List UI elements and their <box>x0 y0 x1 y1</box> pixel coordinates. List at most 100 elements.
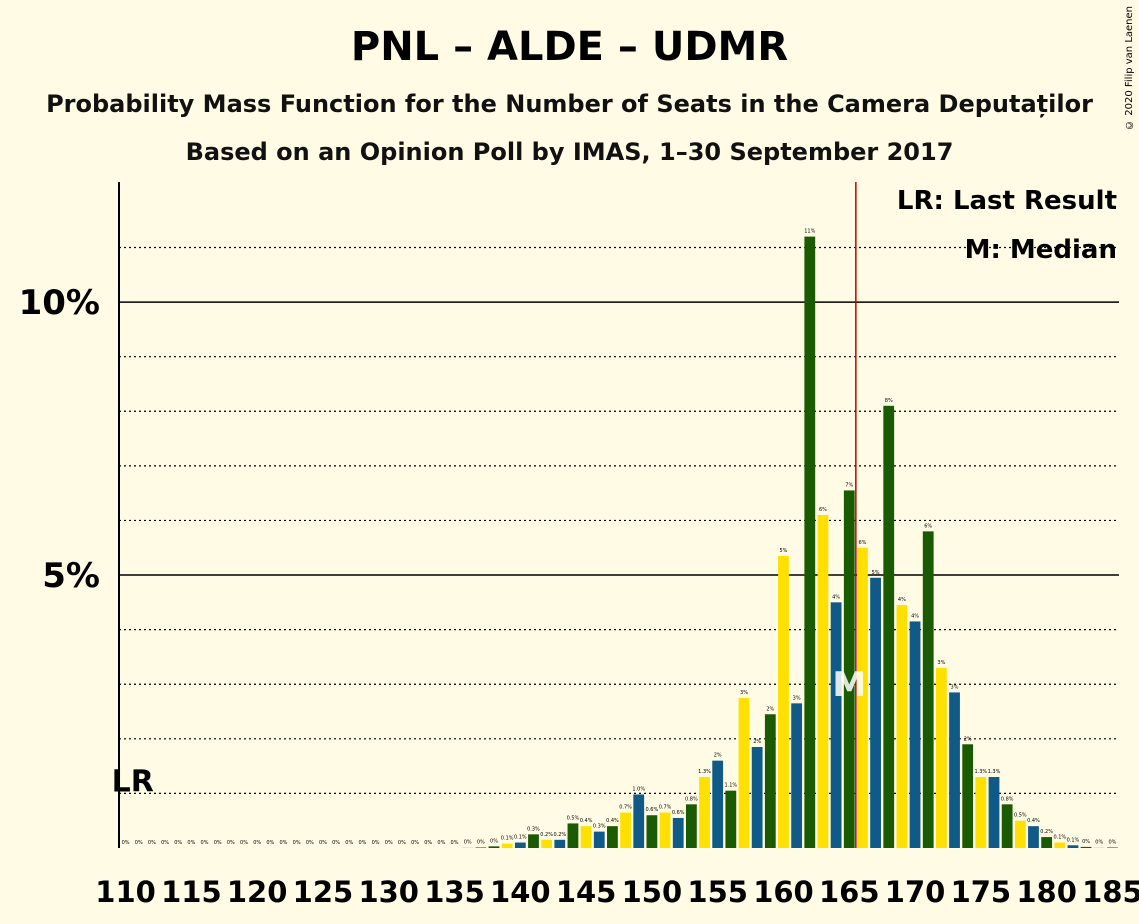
bar-value-label: 0% <box>1108 839 1116 845</box>
bar-value-label: 0% <box>253 840 261 846</box>
bar-seats-147 <box>607 826 618 848</box>
bar-value-label: 0.7% <box>659 805 672 811</box>
bar-seats-156 <box>725 790 737 848</box>
bar-value-label: 0% <box>1082 839 1090 845</box>
bar-value-label: 0.3% <box>593 824 606 830</box>
bar-value-label: 0.1% <box>1053 835 1066 841</box>
bar-value-label: 6% <box>819 507 827 513</box>
chart-subtitle: Probability Mass Function for the Number… <box>46 90 1093 118</box>
bar-value-label: 0% <box>293 840 301 846</box>
bar-value-label: 2% <box>964 736 972 742</box>
bar-seats-168 <box>883 405 895 848</box>
bar-value-label: 0% <box>135 840 143 846</box>
bar-value-label: 0% <box>332 840 340 846</box>
bar-value-label: 0% <box>227 840 235 846</box>
bar-seats-163 <box>817 515 829 848</box>
bar-seats-140 <box>514 842 526 848</box>
bar-seats-165 <box>843 490 855 848</box>
bar-seats-176 <box>988 777 1000 848</box>
x-tick-label: 155 <box>687 875 748 909</box>
x-tick-label: 165 <box>819 875 880 909</box>
bar-value-label: 0.6% <box>672 810 685 816</box>
x-tick-label: 175 <box>951 875 1012 909</box>
bar-value-label: 5% <box>780 548 788 554</box>
bar-seats-159 <box>764 714 776 848</box>
bar-seats-137 <box>475 847 487 848</box>
bar-seats-158 <box>751 747 763 848</box>
bar-seats-136 <box>462 847 474 848</box>
bar-value-label: 0% <box>266 840 274 846</box>
bar-seats-144 <box>567 823 579 848</box>
bar-value-label: 0.5% <box>1014 813 1027 819</box>
bar-seats-178 <box>1014 820 1026 848</box>
bar-value-label: 3% <box>937 660 945 666</box>
bar-value-label: 0.1% <box>501 836 514 842</box>
bar-value-label: 3% <box>951 684 959 690</box>
bar-seats-184 <box>1093 847 1105 848</box>
bar-seats-169 <box>896 605 908 848</box>
bar-seats-174 <box>962 744 974 848</box>
chart-subtitle-source: Based on an Opinion Poll by IMAS, 1–30 S… <box>185 138 954 166</box>
bar-value-label: 0% <box>306 840 314 846</box>
x-tick-label: 135 <box>424 875 485 909</box>
bar-value-label: 0% <box>214 840 222 846</box>
legend-median: M: Median <box>965 235 1117 265</box>
bar-seats-181 <box>1054 842 1066 848</box>
bar-seats-153 <box>685 804 697 848</box>
bar-value-label: 0.4% <box>606 818 619 824</box>
bar-seats-155 <box>712 760 724 848</box>
x-tick-label: 120 <box>227 875 288 909</box>
bar-value-label: 1.3% <box>974 769 987 775</box>
bar-value-label: 0.3% <box>527 826 540 832</box>
bar-seats-183 <box>1080 846 1092 848</box>
bar-value-label: 0% <box>1095 839 1103 845</box>
bar-seats-151 <box>659 812 671 848</box>
bar-value-label: 0.1% <box>1067 837 1080 843</box>
bar-seats-152 <box>672 817 684 848</box>
bar-value-label: 4% <box>911 613 919 619</box>
bar-seats-170 <box>909 621 921 848</box>
bar-value-label: 0.5% <box>567 815 580 821</box>
bar-value-label: 4% <box>898 597 906 603</box>
bar-seats-171 <box>922 531 934 848</box>
bar-seats-182 <box>1067 845 1079 848</box>
bar-seats-149 <box>633 794 645 848</box>
bar-value-label: 0.4% <box>580 818 593 824</box>
bar-value-label: 0% <box>464 839 472 845</box>
bar-value-label: 0.6% <box>646 807 659 813</box>
bar-value-label: 0.2% <box>540 832 553 838</box>
bar-value-label: 1.1% <box>724 783 737 789</box>
bar-value-label: 0% <box>424 840 432 846</box>
bar-seats-167 <box>870 577 881 848</box>
x-tick-label: 150 <box>622 875 683 909</box>
bar-seats-161 <box>791 703 803 848</box>
bar-seats-160 <box>778 555 789 848</box>
bar-value-label: 1.3% <box>988 769 1001 775</box>
bar-value-label: 0.7% <box>619 805 632 811</box>
x-tick-label: 145 <box>556 875 617 909</box>
bar-value-label: 5% <box>872 570 880 576</box>
bar-seats-175 <box>975 777 987 848</box>
bar-seats-172 <box>935 667 947 848</box>
bar-value-label: 0% <box>280 840 288 846</box>
legend-last-result: LR: Last Result <box>897 186 1117 216</box>
bar-value-label: 2% <box>766 706 774 712</box>
bar-seats-146 <box>593 831 605 848</box>
bar-value-label: 0% <box>477 839 485 845</box>
chart-title: PNL – ALDE – UDMR <box>350 24 789 70</box>
x-tick-label: 160 <box>753 875 814 909</box>
bar-seats-173 <box>949 692 960 848</box>
bar-value-label: 0% <box>490 838 498 844</box>
bar-value-label: 0.4% <box>1027 818 1040 824</box>
bar-value-label: 0% <box>187 840 195 846</box>
bar-value-label: 0% <box>345 840 353 846</box>
bar-value-label: 0% <box>437 840 445 846</box>
bar-seats-150 <box>646 815 658 848</box>
bar-value-label: 0.1% <box>514 835 527 841</box>
bar-seats-143 <box>554 839 566 848</box>
bar-seats-185 <box>1107 847 1118 848</box>
bar-value-label: 0% <box>358 840 366 846</box>
x-tick-label: 180 <box>1016 875 1077 909</box>
bar-value-label: 0.2% <box>1040 829 1053 835</box>
bar-value-label: 4% <box>832 594 840 600</box>
